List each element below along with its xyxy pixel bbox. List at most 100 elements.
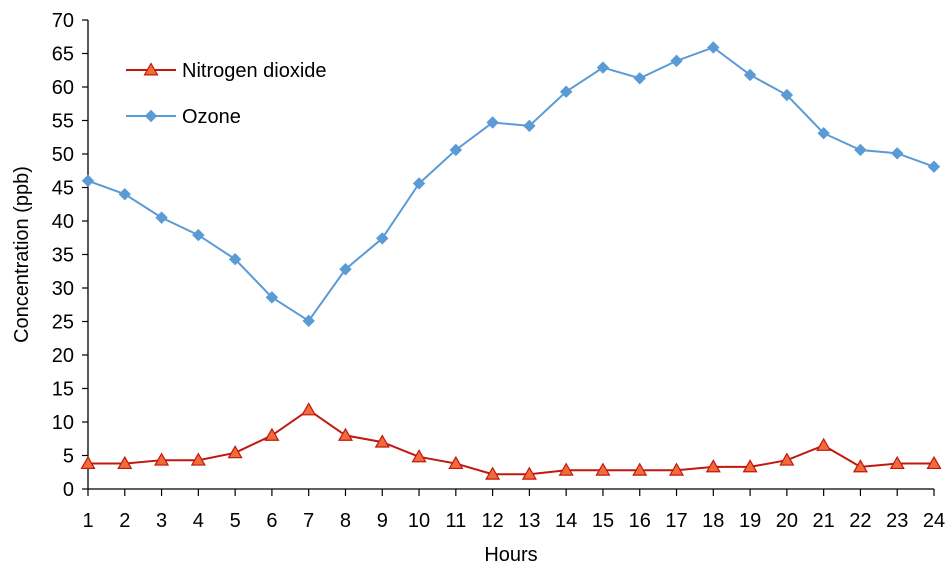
data-point-ozone	[192, 228, 205, 242]
y-tick-label: 0	[63, 479, 74, 501]
data-point-ozone	[559, 85, 573, 98]
data-point-nitrogen-dioxide	[227, 445, 243, 459]
data-point-ozone	[118, 187, 131, 201]
data-point-ozone	[339, 263, 352, 276]
data-point-ozone	[376, 232, 389, 245]
y-axis-title: Concentration (ppb)	[11, 166, 33, 343]
x-tick-label: 11	[445, 510, 466, 532]
data-point-nitrogen-dioxide	[742, 459, 758, 473]
data-point-nitrogen-dioxide	[668, 462, 685, 476]
y-tick-label: 35	[52, 245, 74, 267]
data-point-nitrogen-dioxide	[816, 437, 832, 451]
data-point-ozone	[596, 61, 610, 74]
x-tick-label: 2	[119, 510, 130, 532]
legend-item-nitrogen-dioxide: Nitrogen dioxide	[126, 60, 327, 82]
x-tick-label: 23	[886, 510, 908, 532]
data-point-nitrogen-dioxide	[926, 455, 942, 470]
x-tick-label: 16	[629, 510, 651, 532]
y-tick-label: 10	[52, 412, 74, 434]
x-tick-label: 9	[377, 510, 388, 532]
data-point-nitrogen-dioxide	[80, 455, 96, 470]
data-point-nitrogen-dioxide	[558, 462, 574, 476]
series-ozone	[81, 41, 941, 328]
x-tick-label: 22	[849, 510, 871, 532]
x-tick-label: 12	[481, 510, 503, 532]
data-point-ozone	[854, 143, 867, 157]
data-point-nitrogen-dioxide	[301, 402, 317, 416]
legend-label-ozone: Ozone	[182, 106, 241, 128]
y-tick-label: 25	[52, 312, 74, 334]
data-point-nitrogen-dioxide	[337, 427, 354, 441]
series-line-ozone	[87, 46, 935, 323]
data-point-ozone	[228, 252, 242, 266]
data-point-ozone	[412, 177, 426, 190]
data-point-ozone	[707, 41, 720, 54]
y-tick-label: 70	[52, 10, 74, 32]
data-point-ozone	[817, 127, 830, 140]
y-tick-label: 45	[52, 178, 74, 200]
y-tick-label: 55	[52, 111, 74, 133]
x-tick-label: 13	[518, 510, 540, 532]
data-point-nitrogen-dioxide	[190, 452, 206, 466]
x-tick-label: 20	[776, 510, 798, 532]
data-point-ozone	[633, 72, 646, 85]
x-tick-label: 17	[665, 510, 687, 532]
x-tick-label: 7	[303, 510, 314, 532]
series-nitrogen-dioxide	[80, 402, 942, 480]
data-point-nitrogen-dioxide	[117, 455, 133, 470]
data-point-ozone	[670, 54, 683, 68]
data-point-ozone	[927, 160, 941, 173]
x-tick-label: 1	[82, 510, 93, 532]
x-tick-label: 19	[739, 510, 761, 532]
data-point-ozone	[523, 119, 536, 133]
x-tick-label: 24	[923, 510, 945, 532]
data-point-ozone	[265, 291, 279, 304]
data-point-nitrogen-dioxide	[374, 434, 390, 448]
y-tick-label: 65	[52, 44, 74, 66]
data-point-nitrogen-dioxide	[411, 449, 427, 463]
data-point-ozone	[743, 68, 757, 82]
y-tick-label: 50	[52, 144, 74, 166]
data-point-nitrogen-dioxide	[485, 466, 501, 480]
data-point-nitrogen-dioxide	[448, 455, 464, 470]
x-axis-title: Hours	[484, 544, 537, 566]
data-point-nitrogen-dioxide	[521, 466, 537, 480]
x-tick-label: 4	[193, 510, 204, 532]
x-tick-label: 10	[408, 510, 430, 532]
data-point-ozone	[449, 143, 463, 157]
y-tick-label: 40	[52, 211, 74, 233]
data-point-ozone	[81, 174, 95, 188]
x-tick-label: 15	[592, 510, 614, 532]
series-line-nitrogen-dioxide	[88, 408, 934, 476]
y-tick-label: 30	[52, 278, 74, 300]
x-tick-label: 18	[702, 510, 724, 532]
data-point-nitrogen-dioxide	[632, 462, 648, 476]
data-point-ozone	[302, 314, 315, 328]
data-point-nitrogen-dioxide	[264, 427, 280, 441]
x-tick-label: 6	[266, 510, 277, 532]
legend-item-ozone: Ozone	[126, 106, 241, 128]
data-point-nitrogen-dioxide	[154, 452, 170, 466]
y-tick-label: 60	[52, 77, 74, 99]
legend-marker-ozone	[144, 109, 158, 123]
x-tick-label: 5	[230, 510, 241, 532]
x-tick-label: 14	[555, 510, 577, 532]
y-tick-label: 20	[52, 345, 74, 367]
data-point-ozone	[780, 88, 794, 102]
legend-marker-nitrogen-dioxide	[143, 62, 159, 76]
data-point-ozone	[891, 147, 904, 160]
data-point-nitrogen-dioxide	[595, 462, 611, 476]
legend-label-nitrogen-dioxide: Nitrogen dioxide	[182, 60, 327, 82]
y-tick-label: 15	[52, 379, 74, 401]
data-point-nitrogen-dioxide	[779, 452, 795, 466]
data-point-nitrogen-dioxide	[852, 459, 868, 473]
x-tick-label: 3	[156, 510, 167, 532]
x-tick-label: 21	[813, 510, 835, 532]
data-point-ozone	[486, 116, 499, 129]
data-point-nitrogen-dioxide	[889, 455, 905, 470]
y-tick-label: 5	[63, 446, 74, 468]
x-tick-label: 8	[340, 510, 351, 532]
data-point-ozone	[155, 211, 168, 224]
